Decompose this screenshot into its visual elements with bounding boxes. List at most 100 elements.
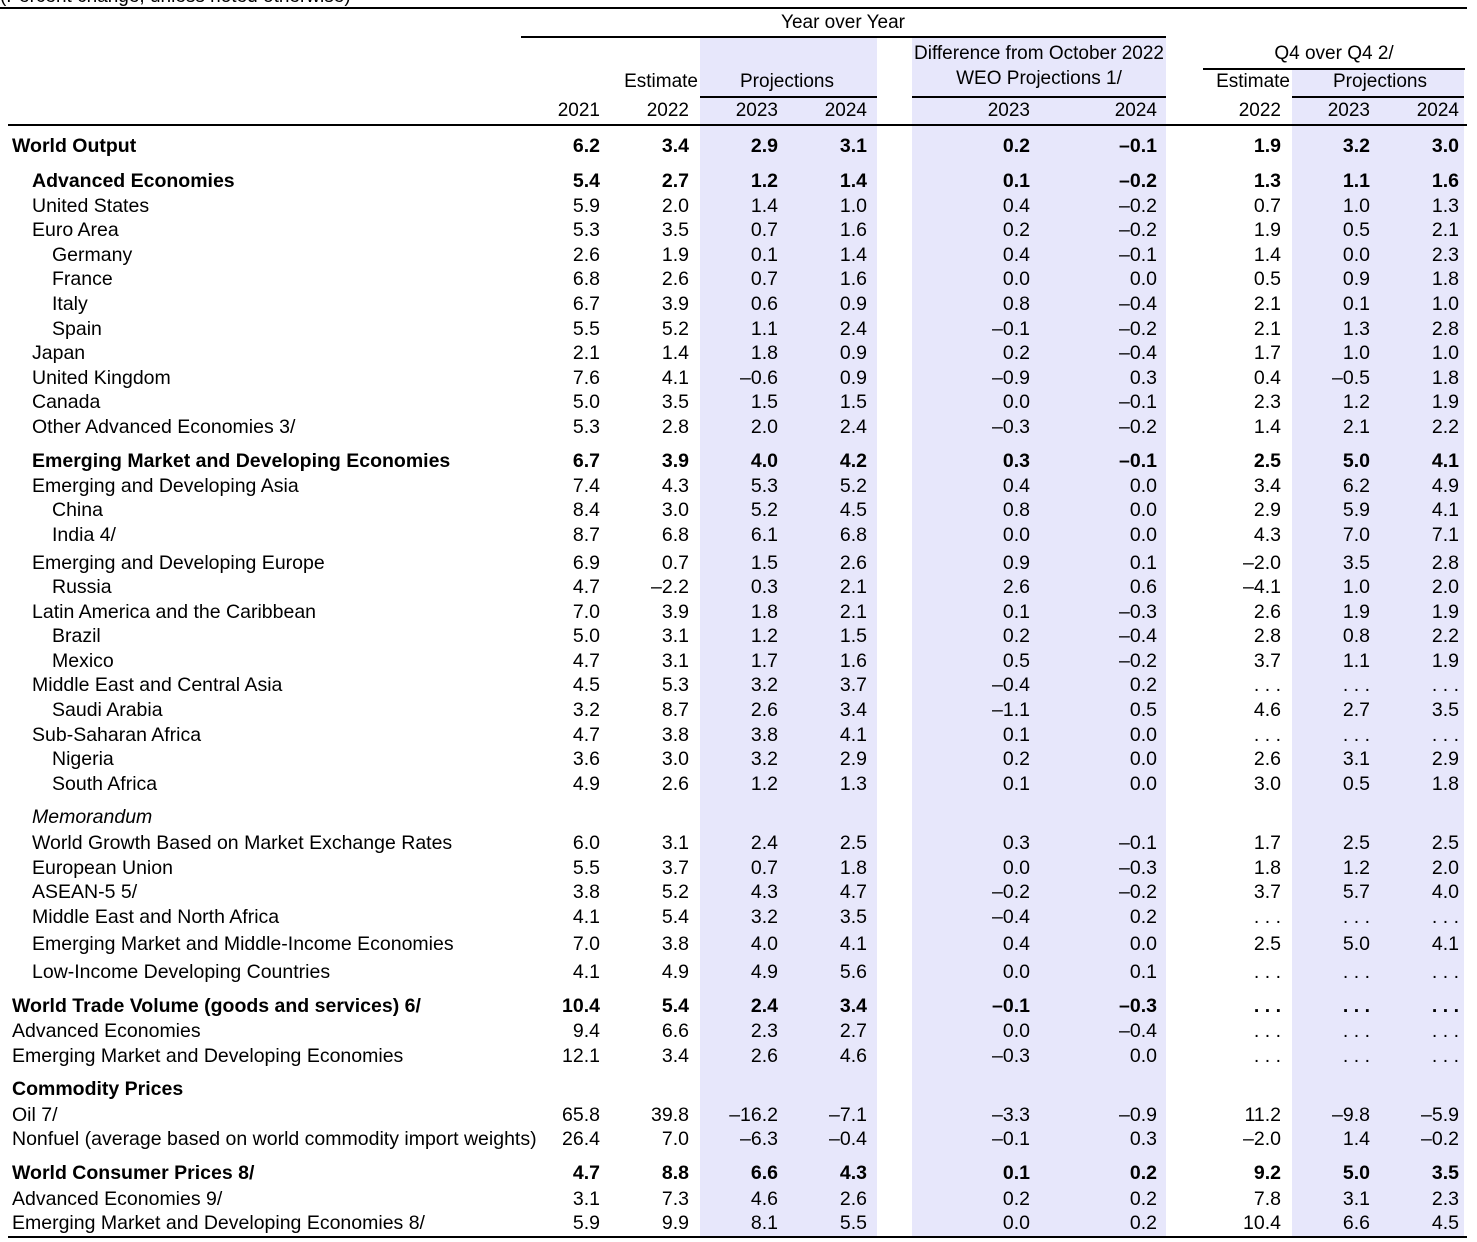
table-cell: 8.1 (750, 1212, 778, 1234)
table-cell: 1.1 (1342, 650, 1370, 672)
row-label: Emerging Market and Developing Economies (12, 1045, 404, 1067)
table-cell: 0.0 (1002, 1020, 1030, 1042)
table-cell: 2.4 (750, 832, 778, 854)
table-cell: –0.2 (1421, 1128, 1459, 1150)
table-row: Middle East and Central Asia 4.5 5.3 3.2 3.7… (0, 673, 1477, 697)
table-cell: . . . (1431, 674, 1459, 696)
table-cell: 3.1 (839, 135, 867, 157)
row-label: Oil 7/ (12, 1104, 58, 1126)
table-cell: 2.8 (1253, 625, 1281, 647)
table-cell: 1.9 (1431, 601, 1459, 623)
table-cell: –0.4 (1119, 1020, 1157, 1042)
table-cell: 2.9 (1253, 499, 1281, 521)
table-cell: 7.0 (572, 933, 600, 955)
table-cell: 3.8 (661, 933, 689, 955)
table-cell: 0.2 (1129, 674, 1157, 696)
table-cell: 5.2 (750, 499, 778, 521)
table-cell: 6.6 (750, 1162, 778, 1184)
table-cell: 5.4 (572, 170, 600, 192)
table-cell: 4.5 (839, 499, 867, 521)
table-cell: 1.4 (661, 342, 689, 364)
table-cell: 4.0 (750, 933, 778, 955)
table-cell: 3.7 (839, 674, 867, 696)
table-cell: 3.1 (1342, 748, 1370, 770)
year-over-year-rule (521, 36, 1166, 38)
row-label: Emerging Market and Developing Economies… (12, 1212, 425, 1234)
table-cell: 2.2 (1431, 625, 1459, 647)
table-cell: 2.6 (572, 244, 600, 266)
table-cell: 0.5 (1342, 773, 1370, 795)
table-cell: 1.4 (1342, 1128, 1370, 1150)
table-cell: 4.7 (572, 650, 600, 672)
table-row: South Africa 4.9 2.6 1.2 1.3 0.1 0.0 3.0 0.5 1.8 (0, 772, 1477, 796)
table-cell: 0.0 (1002, 268, 1030, 290)
table-cell: 39.8 (651, 1104, 689, 1126)
table-cell: . . . (1431, 961, 1459, 983)
table-cell: 0.0 (1129, 499, 1157, 521)
table-cell: 0.7 (750, 268, 778, 290)
table-cell: 6.6 (1342, 1212, 1370, 1234)
row-label: Memorandum (32, 806, 153, 828)
table-cell: 8.7 (572, 524, 600, 546)
table-cell: 3.4 (1253, 475, 1281, 497)
row-label: Japan (32, 342, 86, 364)
table-cell: 2.8 (1431, 552, 1459, 574)
table-cell: –0.4 (1119, 625, 1157, 647)
table-cell: 6.9 (572, 552, 600, 574)
table-cell: 2.5 (839, 832, 867, 854)
row-label: China (52, 499, 103, 521)
q4-rule (1203, 68, 1465, 70)
table-row: Advanced Economies 5.4 2.7 1.2 1.4 0.1 –0.2 1.3… (0, 169, 1477, 193)
table-cell: 0.2 (1129, 1188, 1157, 1210)
table-cell: 2.4 (839, 416, 867, 438)
table-cell: 0.0 (1002, 524, 1030, 546)
table-cell: 2.1 (1431, 219, 1459, 241)
table-cell: 1.7 (1253, 832, 1281, 854)
table-cell: 0.4 (1002, 475, 1030, 497)
table-cell: 0.4 (1002, 244, 1030, 266)
table-cell: 3.2 (750, 748, 778, 770)
table-row: Memorandum (0, 805, 1477, 829)
table-cell: 0.0 (1129, 748, 1157, 770)
row-label: Other Advanced Economies 3/ (32, 416, 296, 438)
table-cell: 3.1 (1342, 1188, 1370, 1210)
table-cell: 2.0 (750, 416, 778, 438)
table-cell: 0.5 (1253, 268, 1281, 290)
table-cell: 6.8 (661, 524, 689, 546)
table-cell: 2.7 (661, 170, 689, 192)
table-cell: –5.9 (1421, 1104, 1459, 1126)
table-cell: 1.4 (750, 195, 778, 217)
table-cell: 0.1 (1002, 601, 1030, 623)
table-cell: 0.4 (1253, 367, 1281, 389)
table-cell: 1.4 (839, 244, 867, 266)
table-cell: 0.0 (1002, 391, 1030, 413)
header-difference-line2: WEO Projections 1/ (956, 68, 1122, 89)
table-cell: 2.4 (839, 318, 867, 340)
table-cell: 1.2 (750, 170, 778, 192)
row-label: France (52, 268, 113, 290)
table-cell: –2.2 (651, 576, 689, 598)
table-cell: 3.1 (661, 625, 689, 647)
table-cell: 2.6 (661, 268, 689, 290)
row-label: World Consumer Prices 8/ (12, 1162, 255, 1184)
header-year: 2024 (1416, 100, 1459, 121)
table-cell: 3.5 (1431, 699, 1459, 721)
table-cell: 2.8 (1431, 318, 1459, 340)
table-row: Spain 5.5 5.2 1.1 2.4 –0.1 –0.2 2.1 1.3 2.8 (0, 317, 1477, 341)
table-cell: 0.2 (1129, 1212, 1157, 1234)
table-cell: 5.3 (572, 416, 600, 438)
table-cell: 4.3 (750, 881, 778, 903)
table-cell: 0.8 (1002, 499, 1030, 521)
table-cell: 4.1 (839, 724, 867, 746)
row-label: India 4/ (52, 524, 116, 546)
row-label: Brazil (52, 625, 101, 647)
table-cell: –0.2 (1119, 195, 1157, 217)
table-cell: 3.4 (661, 135, 689, 157)
table-cell: . . . (1253, 995, 1281, 1017)
table-cell: 6.6 (661, 1020, 689, 1042)
header-year: 2023 (987, 100, 1030, 121)
table-cell: 0.1 (750, 244, 778, 266)
row-label: Advanced Economies (12, 1020, 201, 1042)
table-cell: 2.1 (572, 342, 600, 364)
table-cell: 3.8 (750, 724, 778, 746)
